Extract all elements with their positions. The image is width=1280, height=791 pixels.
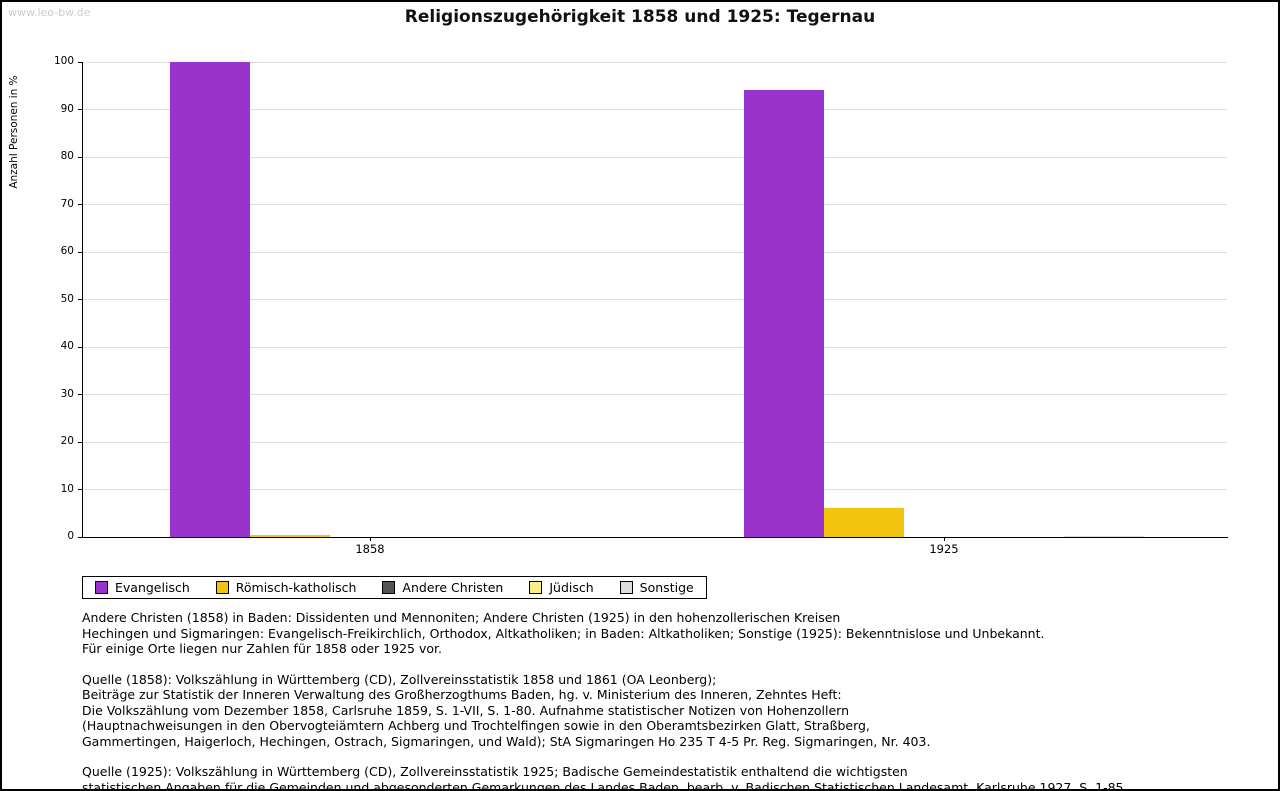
gridline-70 bbox=[82, 204, 1227, 205]
note-line: (Hauptnachweisungen in den Obervogteiämt… bbox=[82, 718, 870, 733]
x-axis-label-1858: 1858 bbox=[355, 542, 385, 556]
site-watermark: www.leo-bw.de bbox=[8, 6, 91, 19]
note-line: Gammertingen, Haigerloch, Hechingen, Ost… bbox=[82, 733, 931, 749]
gridline-60 bbox=[82, 251, 1227, 253]
note-line: Andere Christen (1858) in Baden: Disside… bbox=[82, 610, 841, 625]
legend-swatch-sonstige bbox=[619, 581, 633, 594]
legend-label-andere-christen: Andere Christen bbox=[402, 580, 504, 595]
y-tick-label-20: 20 bbox=[60, 435, 74, 447]
y-tick-label-0: 0 bbox=[67, 530, 74, 542]
y-tick-mark-100 bbox=[78, 61, 82, 63]
note-paragraph-3: Quelle (1925): Volkszählung in Württembe… bbox=[82, 764, 1222, 791]
legend-item-sonstige: Sonstige bbox=[619, 580, 694, 595]
x-tick-mark-1925 bbox=[944, 537, 945, 541]
y-tick-label-40: 40 bbox=[60, 340, 74, 352]
y-tick-mark-0 bbox=[78, 536, 82, 538]
gridline-20 bbox=[82, 441, 1227, 443]
legend-label-sonstige: Sonstige bbox=[639, 580, 694, 595]
plot-frame bbox=[82, 62, 1228, 538]
x-tick-mark-1858 bbox=[370, 537, 371, 541]
legend-label-juedisch: Jüdisch bbox=[549, 580, 594, 595]
chart-title: Religionszugehörigkeit 1858 und 1925: Te… bbox=[404, 7, 876, 27]
y-tick-mark-20 bbox=[78, 441, 82, 443]
gridline-30 bbox=[82, 394, 1227, 395]
y-tick-mark-50 bbox=[78, 299, 82, 300]
gridline-80 bbox=[82, 156, 1227, 158]
bar-sonstige-1925 bbox=[1064, 536, 1144, 537]
y-tick-label-30: 30 bbox=[60, 387, 74, 400]
bar-evangelisch-1858 bbox=[170, 62, 250, 537]
bar-r-misch-katholisch-1925 bbox=[824, 508, 904, 537]
note-line: statistischen Angaben für die Gemeinden … bbox=[82, 779, 1128, 791]
legend-swatch-roemisch-katholisch bbox=[215, 581, 229, 594]
chart-legend: Evangelisch Römisch-katholisch Andere Ch… bbox=[82, 576, 707, 599]
note-line: Für einige Orte liegen nur Zahlen für 18… bbox=[82, 641, 442, 656]
note-line: Beiträge zur Statistik der Inneren Verwa… bbox=[82, 687, 842, 702]
note-line: Quelle (1925): Volkszählung in Württembe… bbox=[82, 764, 908, 779]
y-tick-mark-40 bbox=[78, 346, 82, 348]
note-line: Quelle (1858): Volkszählung in Württembe… bbox=[82, 671, 717, 687]
legend-swatch-andere-christen bbox=[382, 581, 396, 594]
gridline-50 bbox=[82, 299, 1227, 300]
y-tick-mark-90 bbox=[78, 109, 82, 110]
legend-swatch-evangelisch bbox=[95, 581, 108, 594]
footnotes: Andere Christen (1858) in Baden: Disside… bbox=[82, 610, 1222, 791]
legend-label-evangelisch: Evangelisch bbox=[115, 580, 190, 595]
note-paragraph-2: Quelle (1858): Volkszählung in Württembe… bbox=[82, 672, 1222, 750]
bar-evangelisch-1925 bbox=[744, 90, 824, 537]
legend-item-juedisch: Jüdisch bbox=[529, 580, 594, 595]
y-tick-label-10: 10 bbox=[60, 482, 74, 495]
legend-swatch-juedisch bbox=[529, 581, 543, 594]
y-tick-label-80: 80 bbox=[60, 150, 74, 162]
gridline-10 bbox=[82, 489, 1227, 490]
y-tick-mark-70 bbox=[78, 204, 82, 205]
y-tick-mark-30 bbox=[78, 394, 82, 395]
x-axis-label-1925: 1925 bbox=[929, 542, 959, 556]
y-tick-label-50: 50 bbox=[60, 292, 74, 305]
note-paragraph-1: Andere Christen (1858) in Baden: Disside… bbox=[82, 610, 1222, 657]
note-line: Die Volkszählung vom Dezember 1858, Carl… bbox=[82, 702, 850, 718]
legend-item-andere-christen: Andere Christen bbox=[382, 580, 503, 595]
y-tick-mark-10 bbox=[78, 489, 82, 490]
legend-label-roemisch-katholisch: Römisch-katholisch bbox=[235, 580, 357, 595]
y-tick-label-90: 90 bbox=[60, 102, 74, 115]
gridline-100 bbox=[82, 61, 1227, 63]
legend-item-roemisch-katholisch: Römisch-katholisch bbox=[215, 580, 357, 595]
note-line: Hechingen und Sigmaringen: Evangelisch-F… bbox=[82, 625, 1045, 641]
gridline-40 bbox=[82, 346, 1227, 348]
y-tick-label-60: 60 bbox=[60, 245, 74, 257]
y-tick-label-70: 70 bbox=[60, 197, 74, 210]
bar-r-misch-katholisch-1858 bbox=[250, 535, 330, 537]
legend-item-evangelisch: Evangelisch bbox=[95, 580, 190, 595]
y-tick-label-100: 100 bbox=[53, 55, 74, 67]
y-tick-mark-60 bbox=[78, 251, 82, 253]
gridline-90 bbox=[82, 109, 1227, 110]
y-tick-mark-80 bbox=[78, 156, 82, 158]
